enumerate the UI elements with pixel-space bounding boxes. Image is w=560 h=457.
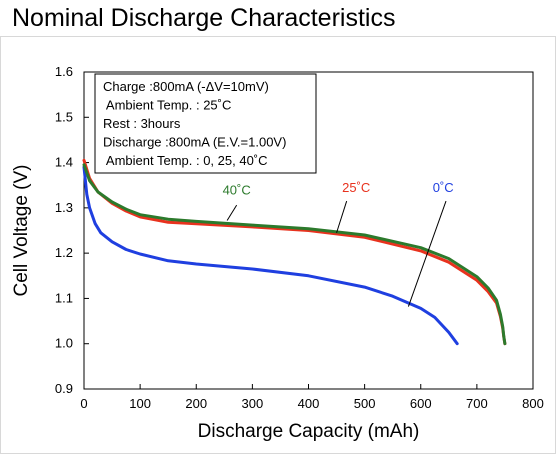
y-tick-label: 0.9 <box>55 381 73 396</box>
x-tick-label: 200 <box>185 396 207 411</box>
discharge-chart: 0.9 1.0 1.1 1.2 1.3 1.4 1.5 1.6 0 100 200 300 400 500… <box>11 64 544 442</box>
series-pointer-line <box>407 200 447 307</box>
annotation-line: Rest : 3hours <box>103 116 181 131</box>
x-tick-label: 700 <box>466 396 488 411</box>
series-line <box>82 165 459 346</box>
y-tick-label: 1.4 <box>55 155 73 170</box>
series-label: 40˚C <box>223 182 251 197</box>
series-label: 0˚C <box>433 180 454 195</box>
x-tick-label: 800 <box>522 396 544 411</box>
y-tick-label: 1.0 <box>55 336 73 351</box>
x-tick-label: 300 <box>242 396 264 411</box>
annotation-line: Charge :800mA (-ΔV=10mV) <box>103 79 269 94</box>
y-tick-label: 1.1 <box>55 290 73 305</box>
x-axis-title: Discharge Capacity (mAh) <box>198 421 420 442</box>
annotation-line: Ambient Temp. : 0, 25, 40˚C <box>103 153 268 168</box>
x-tick-label: 500 <box>354 396 376 411</box>
y-tick-label: 1.3 <box>55 200 73 215</box>
y-tick-label: 1.5 <box>55 109 73 124</box>
annotation-line: Discharge :800mA (E.V.=1.00V) <box>103 135 286 150</box>
chart-frame: 0.9 1.0 1.1 1.2 1.3 1.4 1.5 1.6 0 100 200 300 400 500… <box>0 36 556 454</box>
annotation-line: Ambient Temp. : 25˚C <box>103 98 231 113</box>
page-title: Nominal Discharge Characteristics <box>12 4 396 32</box>
x-tick-label: 0 <box>80 396 87 411</box>
x-tick-label: 600 <box>410 396 432 411</box>
x-tick-label: 100 <box>129 396 151 411</box>
series-pointer-line <box>336 200 348 233</box>
annotation-border <box>94 73 317 174</box>
y-tick-label: 1.2 <box>55 245 73 260</box>
series-pointer-line <box>226 204 238 221</box>
y-axis-title: Cell Voltage (V) <box>11 164 32 296</box>
annotation-box: Charge :800mA (-ΔV=10mV) Ambient Temp. :… <box>94 73 317 174</box>
series-label: 25˚C <box>342 180 370 195</box>
y-tick-label: 1.6 <box>55 64 73 79</box>
x-tick-label: 400 <box>298 396 320 411</box>
